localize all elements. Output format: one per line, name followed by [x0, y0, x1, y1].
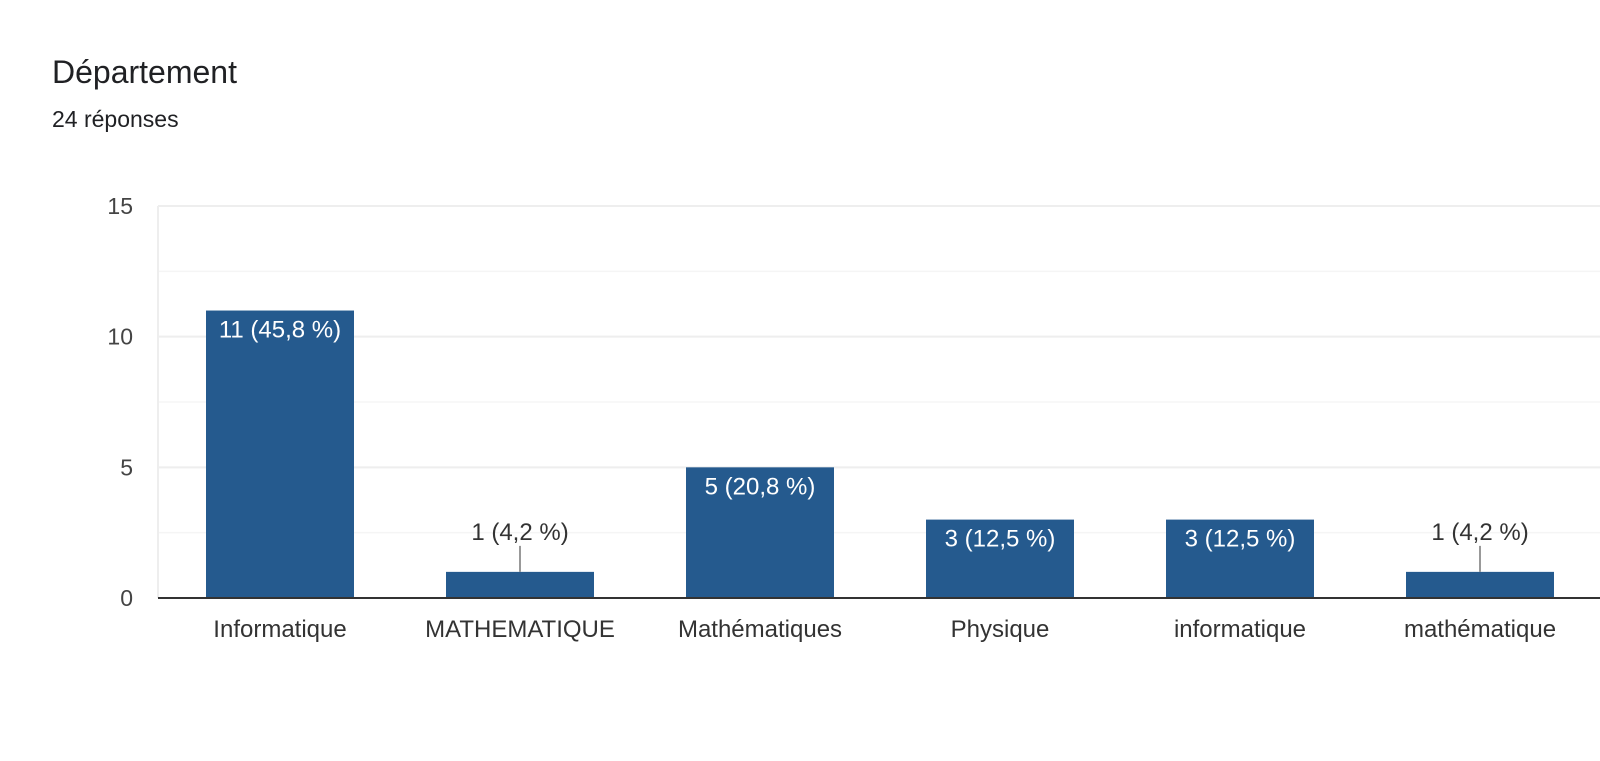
x-tick-label: Mathématiques: [678, 616, 842, 643]
bar-value-label: 1 (4,2 %): [471, 519, 568, 546]
x-tick-label: Informatique: [213, 616, 346, 643]
bar: [926, 519, 1074, 598]
y-tick-label: 15: [107, 193, 133, 219]
y-tick-label: 0: [120, 585, 133, 611]
response-count: 24 réponses: [52, 106, 179, 132]
bar-value-label: 3 (12,5 %): [1185, 526, 1296, 553]
bar-value-label: 11 (45,8 %): [219, 317, 341, 344]
bar: [206, 310, 354, 598]
chart-title: Département: [52, 54, 237, 90]
y-tick-label: 5: [120, 454, 133, 480]
bar: [446, 571, 594, 598]
x-tick-label: mathématique: [1404, 616, 1556, 643]
bar: [1166, 519, 1314, 598]
bar-value-label: 5 (20,8 %): [705, 473, 816, 500]
bar-value-label: 3 (12,5 %): [945, 526, 1056, 553]
y-tick-label: 10: [107, 324, 133, 350]
x-tick-label: informatique: [1174, 616, 1306, 643]
bar: [686, 467, 834, 598]
x-tick-label: Physique: [951, 616, 1050, 643]
bar: [1406, 571, 1554, 598]
x-tick-label: MATHEMATIQUE: [425, 616, 615, 643]
bar-value-label: 1 (4,2 %): [1431, 519, 1528, 546]
